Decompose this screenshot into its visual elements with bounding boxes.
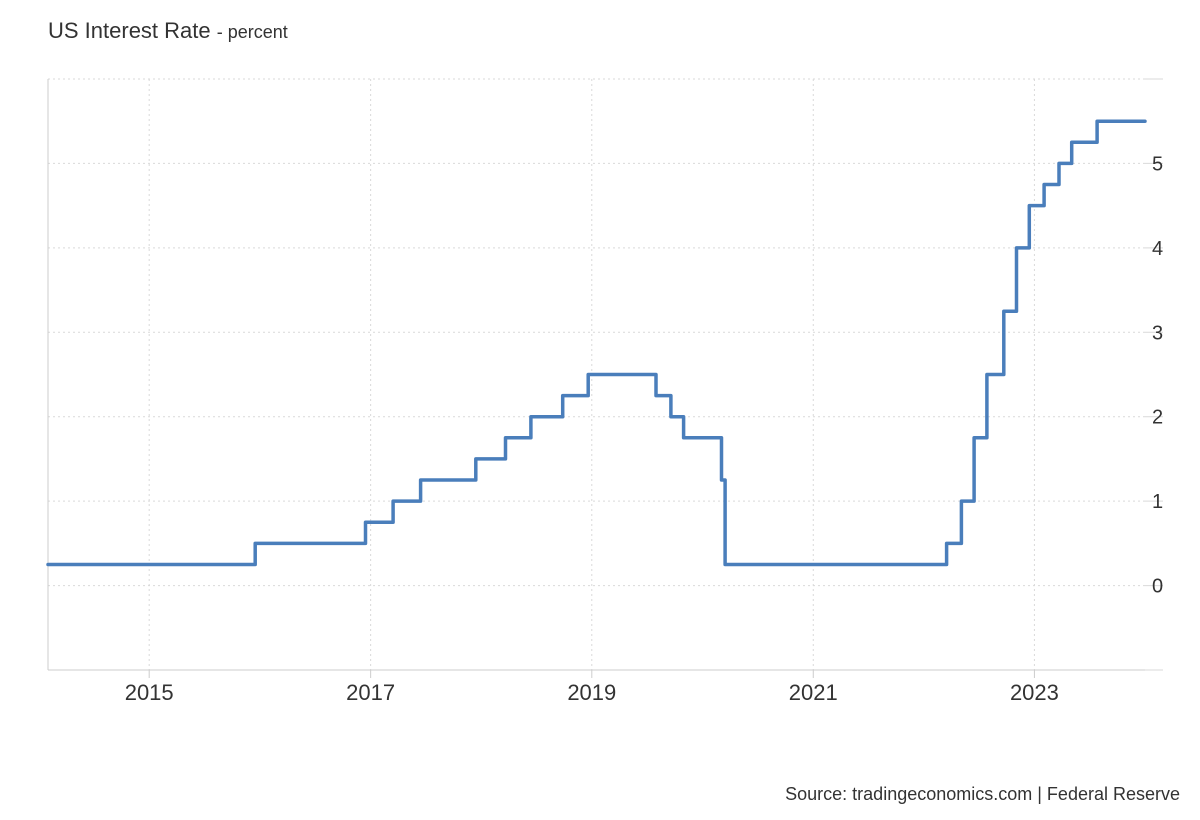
y-tick-label: 3 — [1152, 322, 1163, 344]
x-tick-label: 2023 — [1010, 680, 1059, 705]
y-tick-label: 1 — [1152, 491, 1163, 513]
series-line-0 — [46, 119, 1147, 567]
x-tick-label: 2015 — [125, 680, 174, 705]
chart-unit-label: - percent — [216, 22, 288, 42]
chart-title: US Interest Rate - percent — [48, 18, 288, 44]
y-tick-label: 4 — [1152, 238, 1163, 260]
chart-title-text: US Interest Rate — [48, 18, 211, 43]
y-tick-label: 5 — [1152, 153, 1163, 175]
x-tick-label: 2017 — [346, 680, 395, 705]
x-tick-label: 2021 — [789, 680, 838, 705]
source-note: Source: tradingeconomics.com | Federal R… — [785, 784, 1180, 804]
x-tick-label: 2019 — [567, 680, 616, 705]
y-tick-label: 0 — [1152, 576, 1163, 598]
y-tick-label: 2 — [1152, 407, 1163, 429]
